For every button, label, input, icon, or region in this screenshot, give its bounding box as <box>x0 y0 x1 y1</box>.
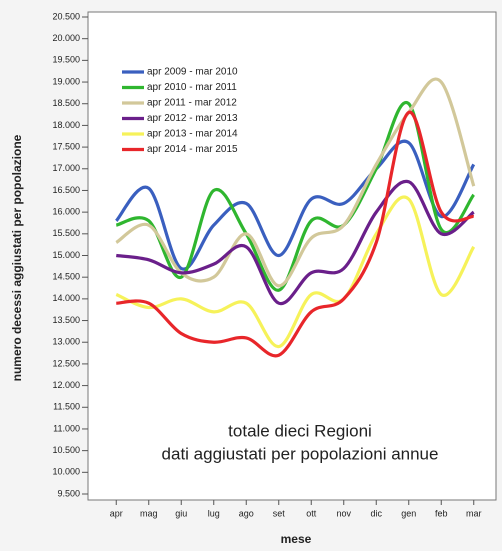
y-tick-label: 15.000 <box>52 250 80 260</box>
legend-label: apr 2009 - mar 2010 <box>147 67 238 78</box>
y-tick-label: 19.000 <box>52 76 80 86</box>
y-tick-label: 18.500 <box>52 98 80 108</box>
line-series <box>114 139 476 271</box>
x-tick-label: set <box>273 508 286 518</box>
y-tick-label: 13.500 <box>52 315 80 325</box>
legend-label: apr 2013 - mar 2014 <box>147 129 238 140</box>
x-tick-label: dic <box>370 508 382 518</box>
annotation-subtitle: dati aggiustati per popolazioni annue <box>162 444 439 463</box>
x-tick-label: ott <box>306 508 317 518</box>
y-tick-label: 10.000 <box>52 467 80 477</box>
y-tick-label: 13.000 <box>52 337 80 347</box>
y-tick-label: 18.000 <box>52 120 80 130</box>
line-series <box>116 179 475 305</box>
y-tick-label: 14.000 <box>52 293 80 303</box>
x-tick-label: mar <box>466 508 482 518</box>
y-tick-label: 16.500 <box>52 185 80 195</box>
y-tick-label: 11.000 <box>53 423 80 433</box>
x-tick-label: lug <box>208 508 220 518</box>
x-tick-label: gen <box>401 508 416 518</box>
y-tick-label: 20.000 <box>52 33 80 43</box>
annotation-title: totale dieci Regioni <box>228 421 372 440</box>
y-tick-label: 19.500 <box>52 55 80 65</box>
legend-label: apr 2010 - mar 2011 <box>147 82 237 93</box>
x-tick-label: giu <box>175 508 187 518</box>
y-tick-label: 15.500 <box>52 228 80 238</box>
x-tick-label: ago <box>239 508 254 518</box>
y-tick-label: 14.500 <box>52 272 80 282</box>
x-tick-label: feb <box>435 508 448 518</box>
y-tick-label: 17.000 <box>52 163 80 173</box>
y-tick-label: 11.500 <box>53 402 80 412</box>
y-tick-label: 9.500 <box>57 488 80 498</box>
y-tick-label: 10.500 <box>52 445 80 455</box>
line-series <box>116 110 474 358</box>
legend-label: apr 2011 - mar 2012 <box>147 98 237 109</box>
x-tick-label: nov <box>336 508 351 518</box>
y-tick-label: 12.500 <box>52 358 80 368</box>
line-series <box>115 195 476 349</box>
x-tick-label: apr <box>110 508 123 518</box>
y-tick-label: 17.500 <box>52 141 80 151</box>
y-tick-label: 20.500 <box>52 11 80 21</box>
legend-label: apr 2012 - mar 2013 <box>147 113 238 124</box>
y-tick-label: 12.000 <box>52 380 80 390</box>
x-axis-label: mese <box>281 532 312 546</box>
y-axis-label: numero decessi aggiustati per popolazion… <box>10 134 24 381</box>
y-tick-label: 16.000 <box>52 207 80 217</box>
x-tick-label: mag <box>140 508 158 518</box>
legend-label: apr 2014 - mar 2015 <box>147 144 238 155</box>
